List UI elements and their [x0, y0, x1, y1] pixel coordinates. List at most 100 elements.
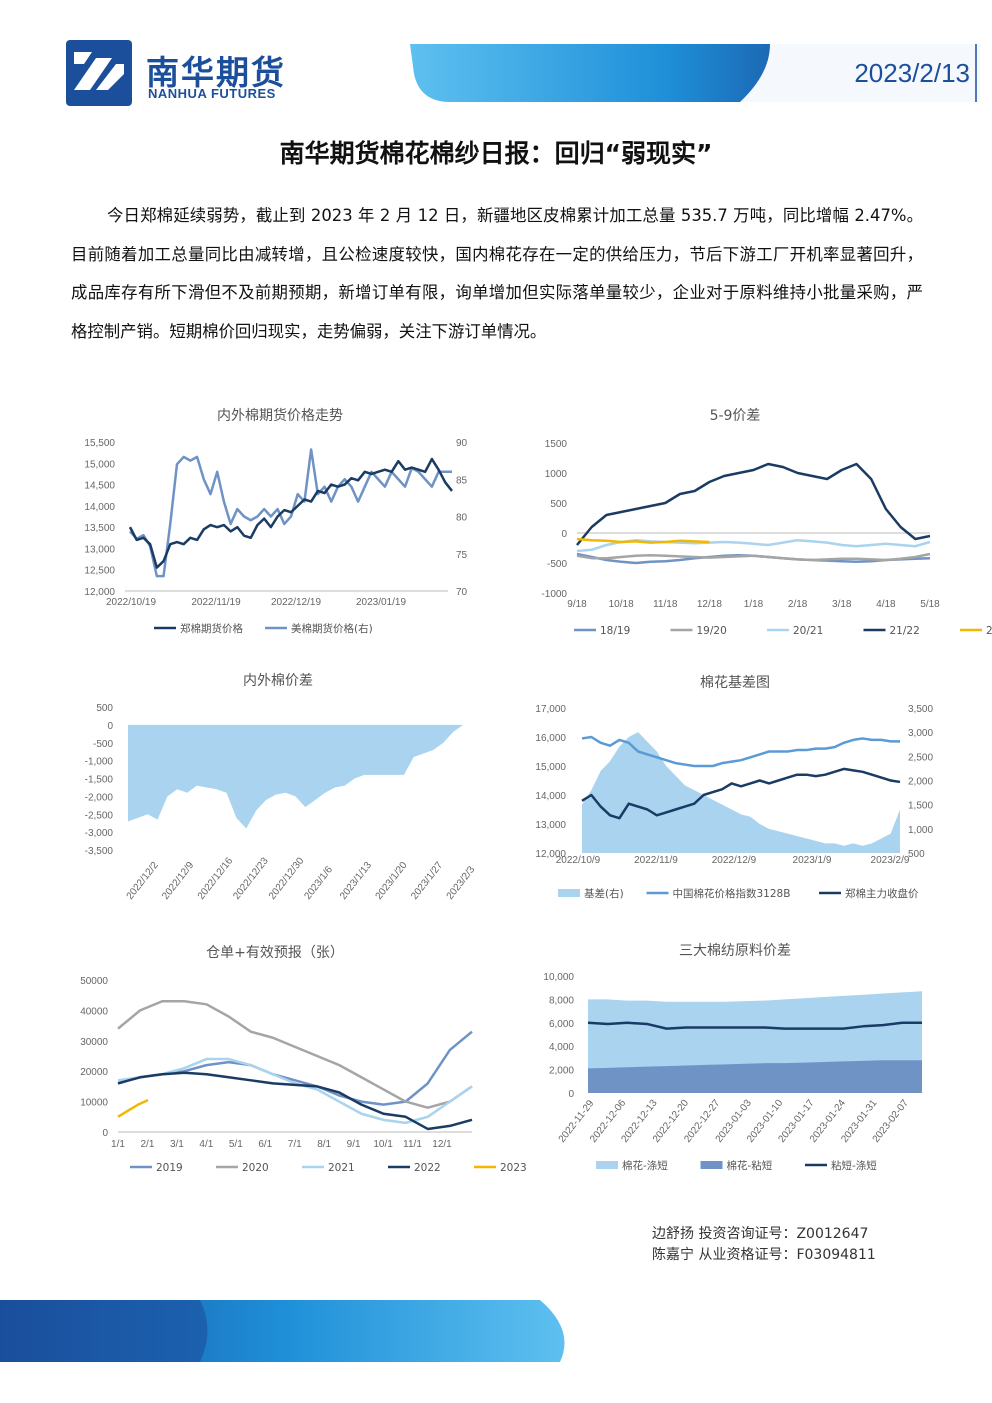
- y-tick-label: 500: [550, 499, 567, 510]
- y-tick-label: 12,000: [84, 587, 115, 598]
- series-line-zce-close: [581, 767, 901, 820]
- analyst-signature: 边舒扬 投资咨询证号：Z0012647 陈嘉宁 从业资格证号：F03094811: [652, 1224, 876, 1266]
- y-tick-label: 2,000: [549, 1066, 574, 1077]
- y2-tick-label: 85: [456, 475, 468, 486]
- series-line-us-cotton: [129, 448, 452, 578]
- x-tick-label: 2022/12/2: [125, 860, 161, 902]
- y-tick-label: 1000: [545, 469, 568, 480]
- y-tick-label: 40000: [80, 1006, 108, 1017]
- brand-name-cn: 南华期货: [146, 53, 286, 92]
- x-tick-label: 3/1: [170, 1139, 184, 1150]
- x-tick-label: 2022/12/9: [160, 860, 196, 902]
- y-tick-label: 0: [568, 1089, 574, 1100]
- chart-canvas: 内外棉期货价格走势 15,500 15,000 14,500 14,000 13,500 1…: [84, 407, 468, 635]
- x-tick-label: 2023/1/6: [302, 864, 335, 902]
- y-tick-label: 15,500: [84, 438, 115, 449]
- legend-label: 基差(右): [584, 887, 624, 900]
- chart-domestic-foreign-spread: 内外棉价差 500 0 -500 -1,000 -1,500 -2,000 -2,500 -3,…: [70, 665, 478, 905]
- x-tick-label: 1/18: [744, 599, 764, 610]
- series-line-2020: [117, 1000, 473, 1109]
- y-tick-label: -1,500: [85, 775, 114, 786]
- series-line-21-22: [576, 462, 931, 546]
- x-tick-label: 2023/1/9: [793, 855, 832, 866]
- x-tick-label: 2023/1/13: [338, 860, 374, 902]
- x-tick-label: 2022/12/16: [196, 855, 236, 902]
- nanhua-logo: [66, 40, 132, 106]
- chart-warehouse-receipts: 仓单+有效预报（张） 50000 40000 30000 20000 10000 0 1/1 2…: [70, 935, 527, 1175]
- legend-swatch: [596, 1161, 618, 1169]
- chart-title: 内外棉价差: [243, 672, 313, 689]
- y-tick-label: 12,500: [84, 566, 115, 577]
- x-tick-label: 2023/2/9: [871, 855, 910, 866]
- legend-label: 棉花-粘短: [727, 1159, 773, 1172]
- chart-title: 内外棉期货价格走势: [217, 407, 343, 424]
- y2-tick-label: 1,000: [908, 825, 933, 836]
- legend-label: 18/19: [600, 625, 630, 637]
- chart-three-raw-materials-spread: 三大棉纺原料价差 10,000 8,000 6,000 4,000 2,000 0 2022-…: [530, 935, 950, 1175]
- x-tick-label: 2022/10/9: [556, 855, 601, 866]
- series-line-2023: [117, 1098, 149, 1118]
- chart-title: 三大棉纺原料价差: [679, 942, 791, 959]
- report-date: 2023/2/13: [854, 58, 970, 88]
- chart-title: 棉花基差图: [700, 674, 770, 691]
- legend-label: 2020: [242, 1162, 269, 1174]
- x-tick-label: 2023/1/20: [374, 860, 410, 902]
- legend-label: 郑棉期货价格: [180, 622, 243, 635]
- y-tick-label: -500: [547, 559, 567, 570]
- series-line-zce-cotton: [128, 457, 453, 569]
- x-tick-label: 5/18: [920, 599, 940, 610]
- series-line-cc-index: [581, 735, 900, 768]
- x-tick-label: 4/18: [876, 599, 896, 610]
- y-tick-label: 10000: [80, 1098, 108, 1109]
- y2-tick-label: 2,500: [908, 752, 933, 763]
- x-tick-label: 2022/12/23: [231, 855, 271, 902]
- analyst-line-2: 陈嘉宁 从业资格证号：F03094811: [652, 1247, 876, 1263]
- y-tick-label: 0: [107, 721, 113, 732]
- y-tick-label: 15,000: [535, 762, 566, 773]
- y2-tick-label: 1,500: [908, 801, 933, 812]
- series-line-2019: [117, 1030, 473, 1106]
- report-title: 南华期货棉花棉纱日报：回归“弱现实”: [279, 139, 713, 168]
- y-tick-label: 20000: [80, 1067, 108, 1078]
- y2-tick-label: 70: [456, 587, 468, 598]
- x-tick-label: 2022/12/19: [271, 597, 321, 608]
- legend-swatch: [700, 1161, 723, 1169]
- y-tick-label: -1000: [541, 589, 567, 600]
- x-tick-label: 2023/1/27: [409, 860, 445, 902]
- x-tick-label: 7/1: [288, 1139, 302, 1150]
- x-tick-label: 12/18: [697, 599, 722, 610]
- y-tick-label: 12,000: [535, 849, 566, 860]
- legend-swatch: [558, 889, 580, 897]
- y-tick-label: -2,500: [85, 810, 114, 821]
- x-tick-label: 3/18: [832, 599, 852, 610]
- x-tick-label: 10/18: [609, 599, 634, 610]
- x-tick-label: 12/1: [432, 1139, 452, 1150]
- basis-area: [582, 732, 900, 853]
- legend-label: 2022: [414, 1162, 441, 1174]
- y-tick-label: -3,000: [85, 828, 114, 839]
- y2-tick-label: 3,000: [908, 728, 933, 739]
- x-tick-label: 4/1: [199, 1139, 213, 1150]
- chart-canvas: 仓单+有效预报（张） 50000 40000 30000 20000 10000 01/1 2…: [80, 945, 527, 1174]
- chart-cotton-basis: 棉花基差图 17,000 16,000 15,000 14,000 13,000 12,00…: [530, 665, 950, 905]
- x-tick-label: 2022/10/19: [106, 597, 156, 608]
- x-tick-label: 2023/2/3: [445, 864, 478, 902]
- y-tick-label: 14,000: [84, 502, 115, 513]
- x-tick-label: 2023/01/19: [356, 597, 406, 608]
- y-tick-label: 14,000: [535, 791, 566, 802]
- x-tick-label: 11/18: [653, 599, 678, 610]
- y-tick-label: 13,000: [535, 820, 566, 831]
- series-line-22-23: [576, 537, 710, 544]
- x-tick-label: 6/1: [258, 1139, 272, 1150]
- y-tick-label: -3,500: [85, 846, 114, 857]
- x-tick-label: 2/18: [788, 599, 808, 610]
- y-tick-label: -2,000: [85, 792, 114, 803]
- y-tick-label: -500: [93, 739, 113, 750]
- y-tick-label: 4,000: [549, 1042, 574, 1053]
- y2-tick-label: 2,000: [908, 777, 933, 788]
- y-tick-label: 6,000: [549, 1019, 574, 1030]
- legend-label: 棉花-涤短: [622, 1159, 668, 1172]
- x-tick-label: 2/1: [141, 1139, 155, 1150]
- y-tick-label: 0: [561, 529, 567, 540]
- chart-title: 5-9价差: [710, 408, 761, 424]
